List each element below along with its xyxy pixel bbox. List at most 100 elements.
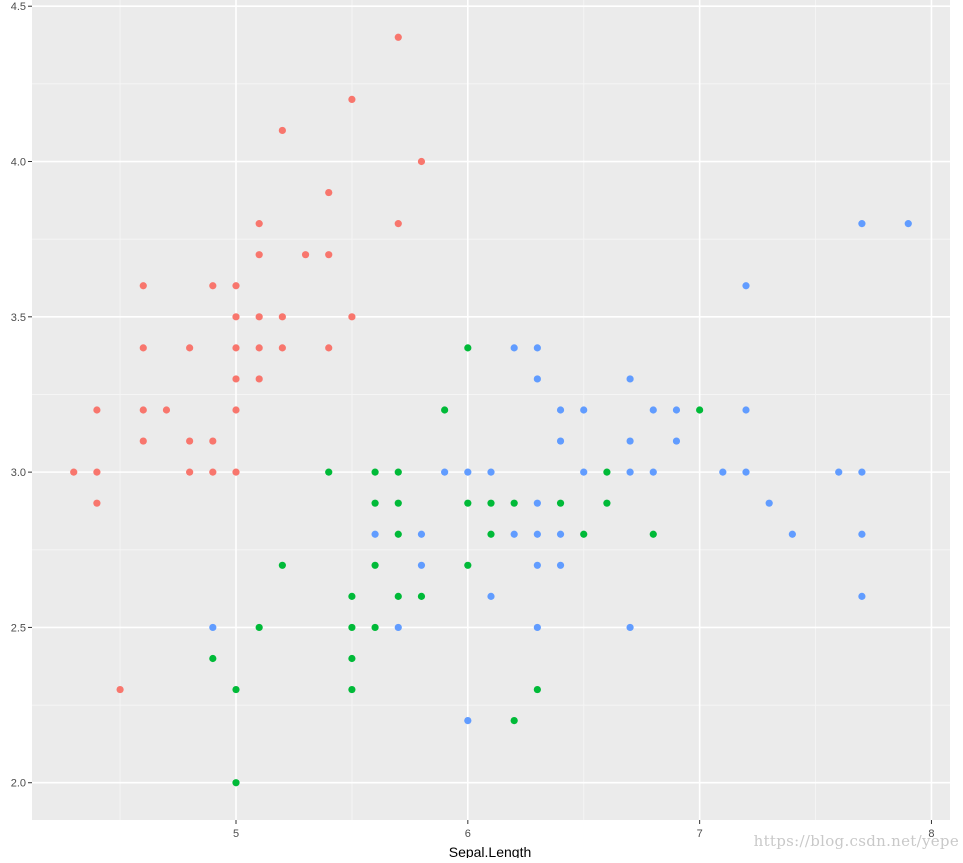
data-point-series-1 bbox=[278, 344, 286, 352]
data-point-series-1 bbox=[325, 188, 333, 197]
x-axis-title: Sepal.Length bbox=[449, 844, 532, 858]
data-point-series-1 bbox=[394, 220, 402, 228]
data-point-series-1 bbox=[255, 251, 263, 259]
data-point-series-2 bbox=[255, 623, 263, 632]
data-point-series-3 bbox=[649, 468, 657, 476]
data-point-series-2 bbox=[209, 654, 217, 663]
data-point-series-2 bbox=[278, 561, 286, 569]
data-point-series-1 bbox=[70, 468, 78, 476]
data-point-series-1 bbox=[325, 344, 333, 352]
data-point-series-2 bbox=[580, 530, 588, 538]
data-point-series-2 bbox=[510, 717, 518, 725]
data-point-series-2 bbox=[371, 468, 379, 476]
data-point-series-3 bbox=[556, 437, 565, 445]
data-point-series-2 bbox=[371, 499, 379, 507]
data-point-series-3 bbox=[510, 344, 518, 352]
data-point-series-2 bbox=[394, 468, 402, 476]
data-point-series-3 bbox=[626, 468, 634, 476]
data-point-series-1 bbox=[232, 468, 240, 476]
y-tick-label: 4.5 bbox=[11, 1, 26, 13]
data-point-series-1 bbox=[394, 33, 402, 41]
data-point-series-1 bbox=[232, 313, 240, 321]
data-point-series-1 bbox=[139, 344, 147, 352]
data-point-series-1 bbox=[93, 468, 101, 476]
data-point-series-3 bbox=[371, 530, 379, 538]
data-point-series-3 bbox=[765, 499, 773, 507]
data-point-series-2 bbox=[348, 592, 356, 600]
data-point-series-3 bbox=[533, 499, 541, 507]
data-point-series-2 bbox=[464, 499, 472, 507]
data-point-series-1 bbox=[255, 220, 263, 228]
plot-panel bbox=[32, 0, 950, 820]
data-point-series-3 bbox=[626, 437, 634, 445]
data-point-series-3 bbox=[464, 468, 472, 476]
data-point-series-3 bbox=[904, 220, 912, 228]
data-point-series-3 bbox=[835, 468, 843, 476]
data-point-series-3 bbox=[742, 406, 750, 414]
data-point-series-1 bbox=[93, 406, 101, 414]
data-point-series-2 bbox=[487, 530, 495, 538]
data-point-series-2 bbox=[696, 406, 704, 414]
data-point-series-3 bbox=[533, 623, 541, 632]
data-point-series-1 bbox=[301, 251, 310, 259]
data-point-series-1 bbox=[232, 406, 240, 414]
data-point-series-2 bbox=[487, 499, 495, 507]
data-point-series-2 bbox=[232, 685, 240, 694]
data-point-series-2 bbox=[556, 499, 565, 507]
data-point-series-1 bbox=[209, 468, 217, 476]
data-point-series-1 bbox=[232, 344, 240, 352]
data-point-series-2 bbox=[371, 623, 379, 632]
data-point-series-1 bbox=[348, 95, 356, 103]
data-point-series-3 bbox=[626, 375, 634, 383]
y-tick-label: 3.0 bbox=[11, 467, 26, 479]
data-point-series-2 bbox=[348, 623, 356, 632]
data-point-series-3 bbox=[742, 468, 750, 476]
data-point-series-1 bbox=[139, 437, 147, 445]
data-point-series-1 bbox=[232, 282, 240, 290]
x-tick-label: 7 bbox=[697, 828, 703, 840]
y-tick-label: 2.5 bbox=[11, 622, 26, 634]
data-point-series-3 bbox=[556, 530, 565, 538]
data-point-series-3 bbox=[742, 282, 750, 290]
data-point-series-2 bbox=[394, 499, 402, 507]
data-point-series-1 bbox=[139, 282, 147, 290]
data-point-series-3 bbox=[580, 468, 588, 476]
data-point-series-3 bbox=[394, 623, 402, 632]
data-point-series-3 bbox=[533, 561, 541, 569]
data-point-series-2 bbox=[417, 592, 426, 600]
data-point-series-3 bbox=[672, 406, 681, 414]
data-point-series-2 bbox=[649, 530, 657, 538]
data-point-series-3 bbox=[580, 406, 588, 414]
data-point-series-3 bbox=[417, 561, 426, 569]
data-point-series-1 bbox=[417, 157, 426, 166]
data-point-series-3 bbox=[858, 220, 866, 228]
data-point-series-3 bbox=[487, 592, 495, 600]
data-point-series-3 bbox=[719, 468, 727, 476]
data-point-series-3 bbox=[533, 375, 541, 383]
x-axis: 5 6 7 8 bbox=[233, 820, 935, 840]
data-point-series-2 bbox=[441, 406, 449, 414]
data-point-series-1 bbox=[209, 282, 217, 290]
data-point-series-3 bbox=[858, 530, 866, 538]
data-point-series-2 bbox=[464, 561, 472, 569]
data-point-series-2 bbox=[533, 685, 541, 694]
data-point-series-3 bbox=[487, 468, 495, 476]
data-point-series-2 bbox=[348, 654, 356, 663]
data-point-series-1 bbox=[348, 313, 356, 321]
data-point-series-2 bbox=[325, 468, 333, 476]
data-point-series-3 bbox=[672, 437, 681, 445]
y-axis: 2.0 2.5 3.0 3.5 4.0 4.5 bbox=[11, 1, 32, 790]
data-point-series-2 bbox=[603, 499, 611, 507]
data-points bbox=[70, 33, 912, 787]
data-point-series-2 bbox=[232, 779, 240, 787]
data-point-series-2 bbox=[394, 530, 402, 538]
data-point-series-3 bbox=[788, 530, 796, 538]
data-point-series-2 bbox=[371, 561, 379, 569]
data-point-series-3 bbox=[209, 623, 217, 632]
x-tick-label: 5 bbox=[233, 828, 239, 840]
data-point-series-3 bbox=[533, 344, 541, 352]
data-point-series-3 bbox=[417, 530, 426, 538]
x-tick-label: 6 bbox=[465, 828, 471, 840]
